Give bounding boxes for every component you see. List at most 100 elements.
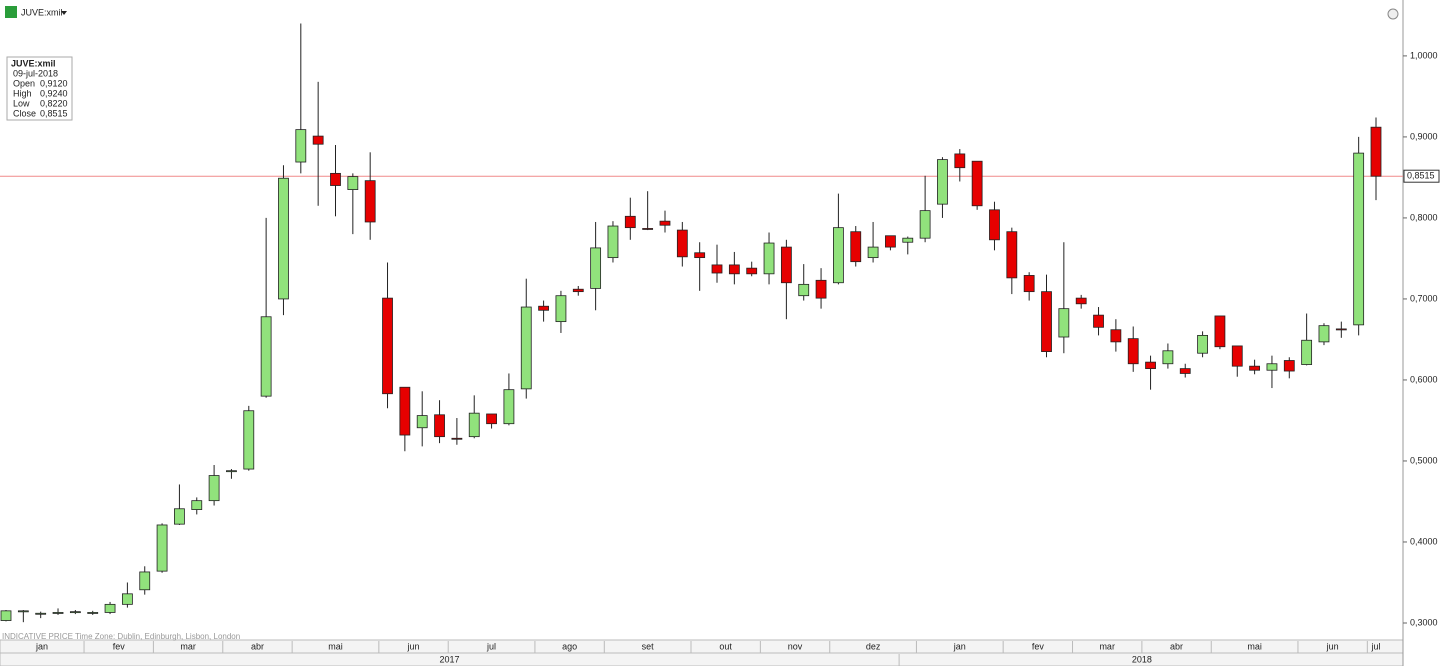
candle-body <box>191 500 203 510</box>
y-tick-label: 0,7000 <box>1410 293 1438 303</box>
candle-body <box>1335 328 1347 331</box>
candle-body <box>295 129 307 163</box>
x-tick-label: nov <box>788 641 803 651</box>
candle-body <box>434 414 445 438</box>
candle-body <box>1145 361 1156 370</box>
info-value: 0,8515 <box>40 108 68 118</box>
candle-body <box>121 593 133 605</box>
x-tick-label: jan <box>953 641 966 651</box>
info-label: High <box>13 88 32 98</box>
symbol-dropdown[interactable] <box>61 11 67 15</box>
info-box: JUVE:xmil 09-jul-2018 <box>6 56 73 121</box>
candle-body <box>87 612 99 614</box>
info-title: JUVE:xmil <box>11 58 56 68</box>
symbol-icon[interactable] <box>5 6 17 18</box>
candle-body <box>1318 325 1330 343</box>
candle-body <box>1249 365 1261 371</box>
candle-body <box>347 176 359 190</box>
candle-body <box>503 389 515 425</box>
candle-body <box>1110 329 1122 343</box>
candle-body <box>850 231 862 263</box>
candle-body <box>69 611 81 614</box>
x-tick-label: mai <box>328 641 343 651</box>
last-price-box <box>1403 169 1440 183</box>
candle-body <box>919 210 931 239</box>
x-tick-label: out <box>719 641 732 651</box>
candle-body <box>1023 275 1035 293</box>
info-value: 0,9120 <box>40 78 68 88</box>
candle-body <box>676 229 688 258</box>
candle-body <box>208 475 220 502</box>
y-tick-label: 0,4000 <box>1410 536 1438 546</box>
candle-body <box>971 160 983 207</box>
x-tick-label: fev <box>113 641 126 651</box>
candle-body <box>1283 360 1295 372</box>
candle-body <box>590 247 602 289</box>
x-tick-label: jun <box>1326 641 1339 651</box>
y-tick-label: 0,3000 <box>1410 617 1438 627</box>
candle-body <box>989 209 1000 241</box>
candle-body <box>642 228 654 230</box>
candle-body <box>1197 334 1208 354</box>
candle-body <box>607 225 619 259</box>
candle-body <box>954 153 966 169</box>
x-tick-label: abr <box>251 641 264 651</box>
candle-body <box>1301 339 1313 365</box>
candle-body <box>694 252 706 259</box>
candle-body <box>763 242 775 275</box>
candle-body <box>226 470 237 473</box>
candle-body <box>399 386 411 436</box>
x-tick-label: jul <box>486 641 496 651</box>
candle-body <box>174 508 185 525</box>
candle-body <box>52 612 64 614</box>
info-date: 09-jul-2018 <box>13 68 58 78</box>
candle-body <box>330 172 341 186</box>
candle-body <box>1127 338 1139 365</box>
footer-note: INDICATIVE PRICE Time Zone: Dublin, Edin… <box>2 632 240 641</box>
x-tick-label: abr <box>1170 641 1183 651</box>
x-tick-label: jan <box>35 641 48 651</box>
clock-icon[interactable] <box>1387 8 1399 20</box>
candle-body <box>260 316 272 397</box>
candle-body <box>815 279 827 299</box>
x-tick-label: mar <box>1099 641 1115 651</box>
info-value: 0,8220 <box>40 98 68 108</box>
candle-body <box>1041 291 1052 352</box>
candle-body <box>17 610 29 613</box>
candle-body <box>416 415 428 429</box>
candle-body <box>364 180 376 223</box>
candle-body <box>139 571 151 591</box>
candle-body <box>1006 231 1018 279</box>
info-value: 0,9240 <box>40 88 68 98</box>
candle-body <box>104 603 116 613</box>
info-label: Open <box>13 78 35 88</box>
symbol[interactable]: JUVE:xmil <box>21 7 63 17</box>
candle-body <box>1093 314 1104 328</box>
x-tick-label: set <box>642 641 655 651</box>
info-label: Low <box>13 98 30 108</box>
y-tick-label: 0,6000 <box>1410 374 1438 384</box>
x-tick-label: jul <box>1370 641 1380 651</box>
candle-body <box>1231 345 1243 367</box>
candle-body <box>555 295 567 323</box>
candle-body <box>902 237 914 243</box>
candle-body <box>711 264 723 274</box>
candle-body <box>0 610 12 621</box>
x-tick-label: mai <box>1247 641 1262 651</box>
info-label: Close <box>13 108 36 118</box>
candle-body <box>520 306 532 390</box>
candle-body <box>1179 368 1191 374</box>
candle-body <box>486 413 497 425</box>
candle-body <box>1370 126 1382 177</box>
y-tick-label: 0,5000 <box>1410 455 1438 465</box>
candle-body <box>1353 152 1365 326</box>
candle-body <box>624 215 636 229</box>
candle-body <box>1075 297 1087 305</box>
x-tick-label: ago <box>562 641 577 651</box>
candle-body <box>312 135 324 145</box>
candle-body <box>1162 350 1174 365</box>
candle-body <box>451 437 463 440</box>
